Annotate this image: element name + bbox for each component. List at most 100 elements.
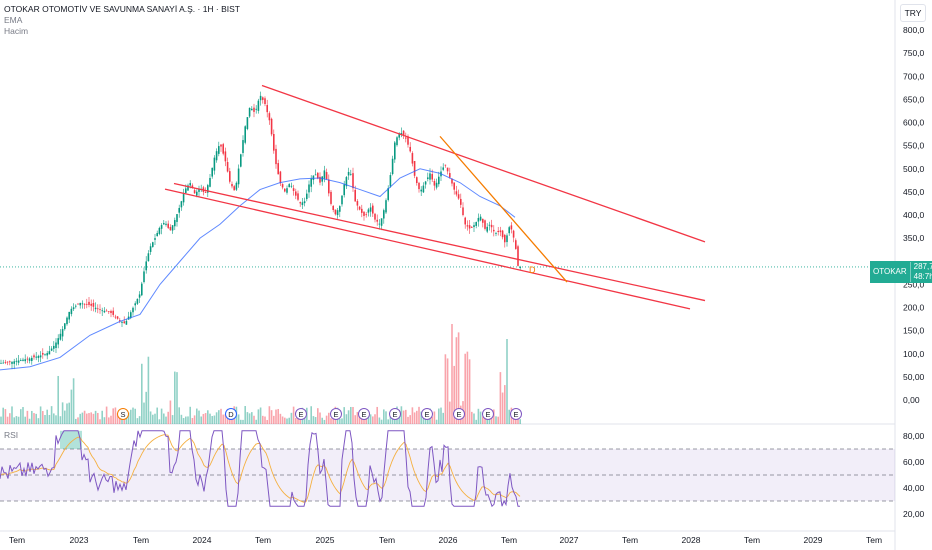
event-badge: [510, 408, 522, 420]
volume-bar: [31, 410, 33, 424]
candle: [446, 167, 449, 172]
volume-bar: [94, 410, 97, 424]
volume-bar: [33, 413, 35, 424]
candle: [273, 134, 275, 151]
volume-bar: [482, 416, 484, 424]
volume-bar: [79, 413, 81, 424]
currency-button[interactable]: TRY: [900, 4, 926, 22]
volume-bar: [132, 407, 134, 424]
candle: [251, 108, 253, 111]
candle: [233, 186, 235, 191]
ema-indicator-label[interactable]: EMA: [4, 15, 23, 25]
volume-bar: [215, 412, 218, 424]
x-tick-label: Tem: [866, 535, 882, 545]
volume-bar: [475, 419, 477, 424]
volume-bar: [160, 408, 163, 424]
volume-bar: [220, 408, 222, 424]
x-tick-label: 2026: [439, 535, 458, 545]
volume-bar: [257, 409, 260, 424]
volume-bar: [13, 417, 15, 424]
volume-bar: [158, 419, 161, 424]
candle: [286, 188, 288, 193]
rsi-tick-label: 20,00: [903, 509, 925, 519]
volume-bar: [339, 418, 341, 424]
volume-bar: [180, 414, 183, 424]
candle: [149, 246, 152, 252]
candle: [416, 177, 418, 183]
candle: [493, 229, 495, 232]
volume-bar: [314, 417, 317, 424]
candle: [398, 133, 400, 138]
candle: [479, 216, 482, 221]
volume-bar: [501, 392, 504, 424]
candle: [193, 190, 196, 194]
x-tick-label: Tem: [501, 535, 517, 545]
volume-bar: [259, 407, 262, 424]
x-tick-label: 2029: [804, 535, 823, 545]
volume-bar: [484, 417, 486, 424]
volume-bar: [182, 417, 185, 424]
y-tick-label: 450,0: [903, 187, 925, 197]
volume-bar: [37, 418, 40, 424]
candle: [455, 191, 458, 195]
x-tick-label: Tem: [133, 535, 149, 545]
volume-bar: [39, 406, 42, 424]
rsi-overbought-fill: [60, 430, 82, 449]
candle: [167, 223, 169, 228]
volume-bar: [6, 416, 9, 424]
candle: [81, 303, 84, 305]
volume-bar: [110, 415, 112, 424]
candle: [2, 362, 4, 364]
candle: [449, 173, 451, 178]
candle: [394, 142, 396, 160]
volume-bar: [317, 408, 319, 424]
candle: [39, 355, 42, 358]
candle: [165, 223, 167, 225]
candle: [143, 271, 145, 283]
candle: [508, 227, 510, 234]
volume-bar: [26, 410, 29, 424]
event-badge: [117, 408, 129, 420]
volume-bar: [504, 385, 506, 424]
rsi-label[interactable]: RSI: [4, 430, 19, 440]
candle: [121, 321, 123, 323]
volume-bar: [255, 419, 257, 424]
volume-bar: [369, 414, 372, 424]
candle: [380, 218, 383, 226]
volume-bar: [103, 417, 106, 424]
candle: [477, 217, 480, 222]
event-badge-label: E: [298, 410, 303, 419]
candle: [130, 312, 132, 318]
candle: [270, 118, 273, 135]
volume-bar: [145, 391, 147, 424]
candle: [112, 310, 114, 315]
volume-bar: [240, 419, 242, 424]
volume-indicator-label[interactable]: Hacim: [4, 26, 29, 36]
event-badge-label: E: [392, 410, 397, 419]
volume-bar: [405, 409, 407, 424]
volume-bar: [466, 351, 469, 424]
candle: [363, 211, 365, 216]
candle: [156, 233, 158, 237]
volume-bar: [196, 408, 198, 424]
candle: [24, 359, 26, 362]
candle: [504, 234, 506, 243]
volume-bar: [187, 416, 189, 424]
event-badge-label: E: [424, 410, 429, 419]
candle: [220, 144, 222, 147]
volume-bar: [88, 413, 90, 424]
volume-bar: [455, 337, 458, 424]
candle: [314, 174, 317, 176]
volume-bar: [347, 410, 350, 424]
candle: [515, 240, 517, 249]
volume-bar: [244, 406, 246, 424]
volume-bar: [136, 418, 139, 424]
volume-bar: [387, 419, 389, 424]
event-badge-label: E: [485, 410, 490, 419]
candle: [308, 184, 310, 193]
candle: [26, 358, 29, 360]
candle: [189, 183, 191, 186]
candle: [345, 177, 348, 187]
candle: [176, 214, 178, 222]
